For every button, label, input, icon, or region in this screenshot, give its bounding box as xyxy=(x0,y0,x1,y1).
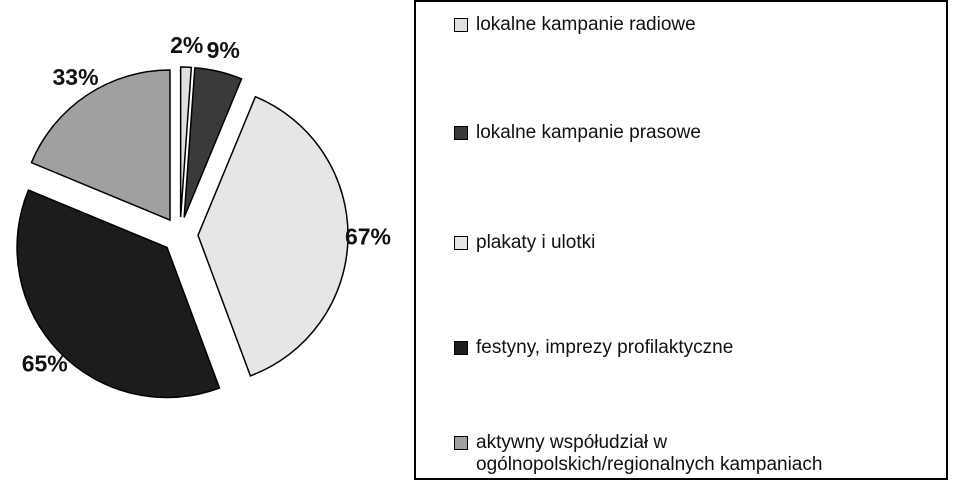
legend-swatch xyxy=(454,341,468,355)
legend-label: aktywny współudział w ogólnopolskich/reg… xyxy=(476,432,823,475)
legend-label: festyny, imprezy profilaktyczne xyxy=(476,337,734,358)
legend-item: lokalne kampanie prasowe xyxy=(454,122,886,144)
legend-label: plakaty i ulotki xyxy=(476,232,596,253)
pie-slice xyxy=(30,69,171,222)
legend-swatch xyxy=(454,18,468,32)
legend-swatch xyxy=(454,436,468,450)
legend-item: lokalne kampanie radiowe xyxy=(454,14,886,36)
legend-item: festyny, imprezy profilaktyczne xyxy=(454,337,886,359)
slice-label: 2% xyxy=(170,32,203,58)
slice-label: 33% xyxy=(53,64,99,90)
pie-slice xyxy=(197,95,349,377)
legend-item: aktywny współudział w ogólnopolskich/reg… xyxy=(454,432,886,476)
page: 2% 9% 67% 65% 33% lokalne kampanie radiowe lo… xyxy=(16,0,948,480)
chart: 2% 9% 67% 65% 33% xyxy=(16,32,391,399)
slice-label: 65% xyxy=(22,351,68,377)
legend-swatch xyxy=(454,236,468,250)
legend-item: plakaty i ulotki xyxy=(454,232,886,254)
pie-slice xyxy=(16,189,221,399)
legend-label: lokalne kampanie radiowe xyxy=(476,14,696,35)
slice-label: 67% xyxy=(345,223,391,249)
legend-swatch xyxy=(454,126,468,140)
legend: lokalne kampanie radiowe lokalne kampanie… xyxy=(414,0,948,480)
pie-slice xyxy=(183,67,243,218)
slice-label: 9% xyxy=(207,37,240,63)
pie-slice xyxy=(179,66,193,218)
legend-label: lokalne kampanie prasowe xyxy=(476,122,701,143)
